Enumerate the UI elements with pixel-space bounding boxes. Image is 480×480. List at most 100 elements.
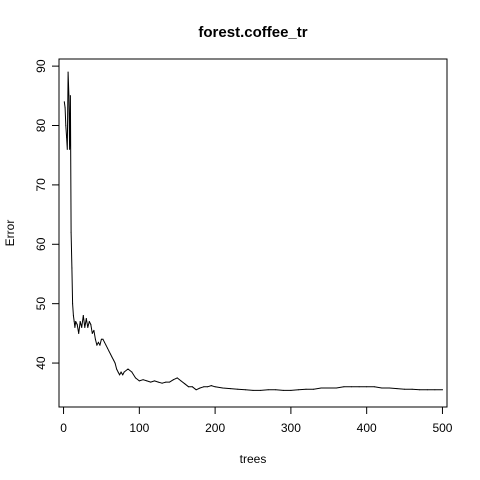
data-point: [165, 381, 167, 383]
data-point: [127, 368, 129, 370]
data-point: [69, 95, 71, 97]
data-point: [305, 388, 307, 390]
data-point: [351, 386, 352, 388]
data-point: [404, 388, 406, 390]
data-point: [88, 321, 90, 322]
data-point: [142, 379, 144, 381]
data-point: [74, 326, 76, 328]
data-point: [199, 387, 201, 389]
data-point: [73, 321, 75, 322]
data-point: [237, 388, 239, 390]
data-point: [358, 386, 360, 388]
data-point: [78, 332, 80, 334]
data-point: [282, 389, 284, 391]
data-point: [154, 380, 155, 382]
data-point: [442, 389, 443, 391]
data-point: [113, 359, 115, 361]
data-point: [203, 386, 205, 388]
data-point: [87, 326, 89, 328]
data-point: [108, 350, 110, 352]
data-point: [222, 387, 224, 389]
x-tick-label: 0: [60, 421, 67, 435]
data-point: [180, 380, 182, 382]
data-point: [388, 387, 390, 389]
data-point: [72, 315, 74, 316]
x-tick-label: 400: [357, 421, 377, 435]
data-point: [191, 386, 193, 388]
data-point: [207, 386, 208, 388]
data-point: [96, 344, 98, 346]
data-point: [79, 321, 81, 322]
data-point: [411, 388, 413, 390]
data-point: [94, 338, 96, 340]
data-point: [229, 388, 231, 390]
data-point: [195, 389, 197, 391]
data-point: [81, 326, 83, 328]
data-point: [111, 356, 113, 358]
data-point: [298, 389, 299, 391]
data-point: [72, 303, 74, 305]
plot-frame: [58, 58, 448, 408]
data-point: [76, 324, 78, 325]
data-point: [120, 371, 122, 373]
error-series-points: [63, 71, 443, 391]
data-point: [184, 383, 186, 385]
data-point: [68, 95, 70, 97]
data-point: [63, 101, 65, 103]
data-point: [105, 344, 107, 346]
data-point: [138, 380, 140, 382]
data-point: [107, 347, 108, 349]
data-point: [188, 386, 190, 388]
data-point: [157, 381, 159, 383]
data-point: [260, 389, 262, 391]
data-point: [102, 338, 104, 340]
data-point: [131, 371, 133, 373]
data-point: [70, 231, 72, 233]
data-point: [99, 344, 101, 346]
y-tick-label: 50: [34, 297, 48, 311]
data-point: [426, 389, 428, 391]
error-series-line: [63, 71, 443, 391]
data-point: [244, 389, 246, 391]
data-point: [67, 71, 69, 73]
data-point: [210, 385, 212, 387]
data-point: [150, 381, 152, 383]
data-point: [90, 324, 92, 325]
x-tick-label: 100: [129, 421, 149, 435]
data-point: [85, 318, 87, 319]
data-point: [122, 374, 124, 376]
data-point: [328, 387, 330, 389]
data-point: [114, 362, 116, 364]
data-point: [66, 136, 68, 138]
data-point: [290, 389, 292, 391]
data-point: [116, 368, 118, 370]
data-point: [381, 387, 383, 389]
data-point: [161, 382, 163, 384]
data-point: [123, 371, 125, 373]
data-point: [65, 125, 67, 126]
x-axis-label: trees: [240, 452, 267, 466]
data-point: [366, 386, 368, 388]
y-axis-label: Error: [3, 220, 17, 247]
data-point: [93, 329, 95, 331]
data-point: [66, 148, 68, 150]
data-point: [64, 107, 66, 109]
data-point: [313, 388, 315, 390]
chart-title: forest.coffee_tr: [198, 24, 307, 41]
y-axis: 40 50 60 70 80 90: [34, 59, 60, 370]
data-point: [91, 332, 93, 334]
data-point: [419, 389, 421, 391]
data-point: [172, 379, 174, 381]
data-point: [82, 315, 84, 316]
data-point: [146, 380, 148, 382]
data-point: [176, 377, 178, 379]
y-tick-label: 90: [34, 59, 48, 73]
data-point: [119, 374, 121, 376]
data-point: [97, 341, 99, 343]
y-tick-label: 80: [34, 119, 48, 133]
data-point: [252, 389, 254, 391]
data-point: [75, 321, 77, 322]
data-point: [373, 386, 375, 388]
data-point: [135, 377, 136, 379]
